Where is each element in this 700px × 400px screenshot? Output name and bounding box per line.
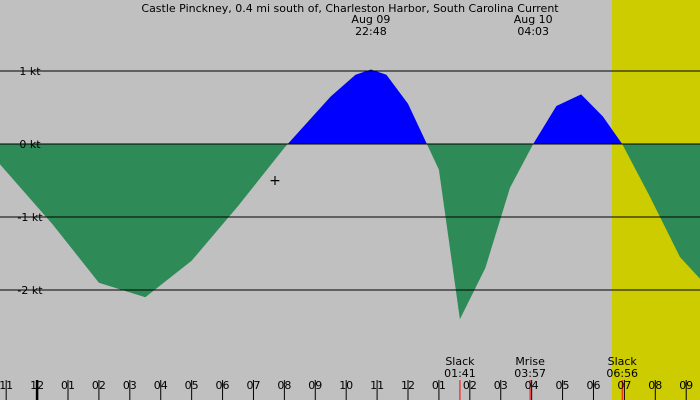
hour-tick-label: 09 <box>308 379 322 392</box>
hour-tick-label: 05 <box>185 379 199 392</box>
hour-tick-label: 10 <box>339 379 353 392</box>
hour-tick-label: 01 <box>432 379 446 392</box>
hour-tick-label: 04 <box>154 379 168 392</box>
y-axis-labels: 1 kt 0 kt -1 kt -2 kt <box>17 65 43 297</box>
hour-tick-label: 02 <box>463 379 477 392</box>
hour-tick-label: 02 <box>92 379 106 392</box>
flood-current-area <box>0 69 700 144</box>
chart-title: Castle Pinckney, 0.4 mi south of, Charle… <box>141 2 559 15</box>
event-time-label: 06:56 <box>606 367 638 380</box>
current-areas <box>0 69 700 320</box>
extreme-date-label: Aug 09 <box>351 13 390 26</box>
extreme-date-label: Aug 10 <box>514 13 553 26</box>
extreme-time-label: 04:03 <box>517 25 549 38</box>
hour-tick-label: 09 <box>679 379 693 392</box>
y-tick-label: -1 kt <box>17 211 43 224</box>
event-labels: Slack01:41Mrise03:57Slack06:56Slack13:41… <box>444 355 638 400</box>
hour-tick-label: 11 <box>0 379 13 392</box>
gridlines <box>0 70 700 291</box>
hour-tick-label: 07 <box>617 379 631 392</box>
hour-tick-label: 08 <box>277 379 291 392</box>
extreme-time-label: 22:48 <box>355 25 387 38</box>
crosshair-cursor: + <box>269 173 281 189</box>
hour-tick-label: 08 <box>648 379 662 392</box>
y-tick-label: 0 kt <box>19 138 41 151</box>
hour-tick-label: 11 <box>370 379 384 392</box>
hour-tick-label: 05 <box>556 379 570 392</box>
hour-tick-label: 03 <box>123 379 137 392</box>
y-tick-label: -2 kt <box>17 284 43 297</box>
hour-tick-label: 06 <box>216 379 230 392</box>
hour-tick-label: 06 <box>586 379 600 392</box>
event-name-label: Slack <box>445 355 475 368</box>
hour-axis: 11 12 01 02 03 04 05 06 07 08 09 10 11 12 01 02 03 04 05 06… <box>0 379 693 400</box>
event-name-label: Mrise <box>515 355 545 368</box>
hour-tick-label: 01 <box>61 379 75 392</box>
hour-tick-label: 12 <box>30 379 44 392</box>
hour-tick-label: 03 <box>494 379 508 392</box>
hour-tick-label: 04 <box>525 379 539 392</box>
y-tick-label: 1 kt <box>19 65 41 78</box>
hour-tick-label: 07 <box>246 379 260 392</box>
event-time-label: 01:41 <box>444 367 476 380</box>
event-time-label: 03:57 <box>514 367 546 380</box>
hour-tick-label: 12 <box>401 379 415 392</box>
event-name-label: Slack <box>608 355 638 368</box>
ebb-current-area <box>0 144 700 320</box>
